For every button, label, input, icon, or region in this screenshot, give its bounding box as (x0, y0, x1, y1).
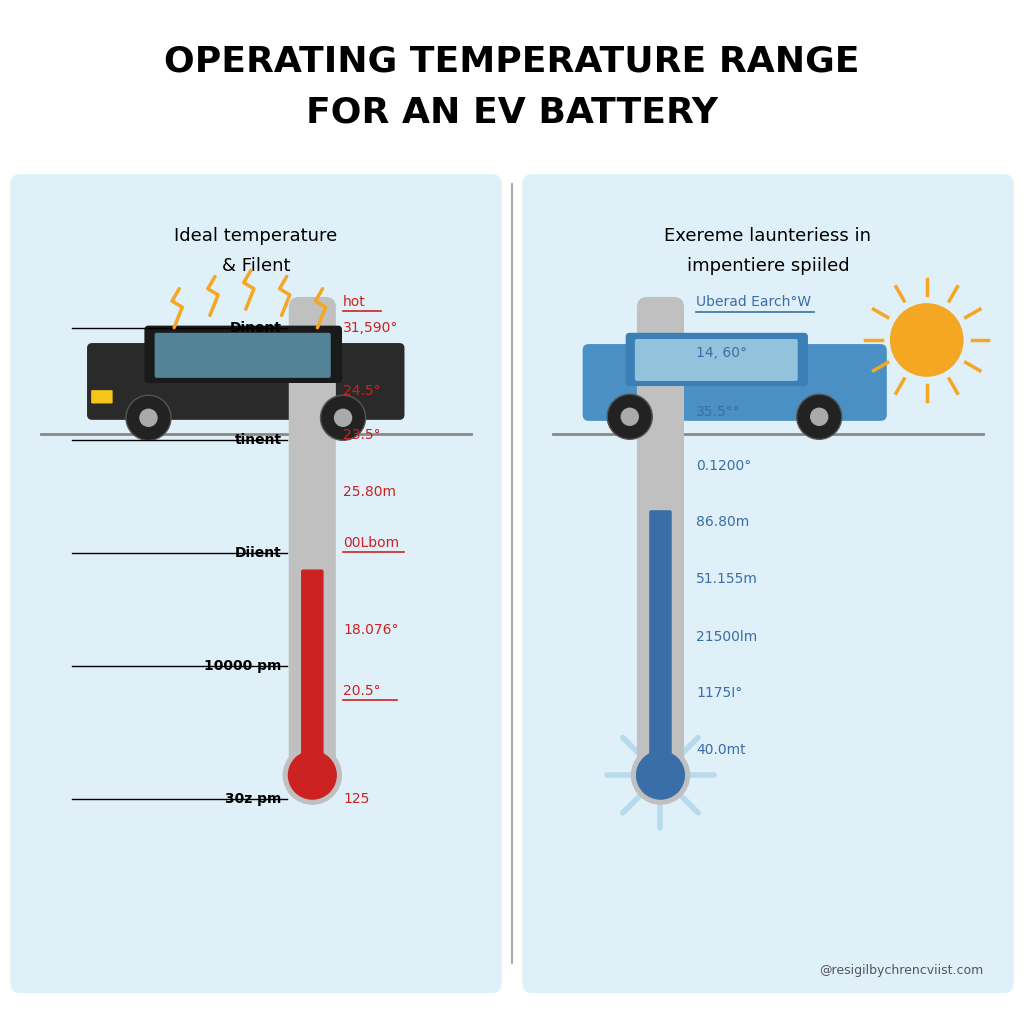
Text: Ideal temperature: Ideal temperature (174, 226, 338, 245)
Circle shape (139, 409, 158, 427)
Text: 10000 pm: 10000 pm (204, 658, 282, 673)
Text: @resigilbychrencviist.com: @resigilbychrencviist.com (819, 965, 983, 977)
Circle shape (321, 395, 366, 440)
Text: 31,590°: 31,590° (343, 321, 398, 335)
FancyBboxPatch shape (637, 297, 684, 773)
Text: Dinent: Dinent (229, 321, 282, 335)
Text: 125: 125 (343, 792, 370, 806)
Circle shape (607, 394, 652, 439)
FancyBboxPatch shape (301, 569, 324, 765)
Circle shape (631, 745, 690, 805)
Text: 35.5°°: 35.5°° (696, 404, 741, 419)
Text: 21500lm: 21500lm (696, 630, 758, 644)
Text: 24.5°: 24.5° (343, 384, 381, 398)
Text: Uberad Earch°W: Uberad Earch°W (696, 295, 811, 309)
Text: & Filent: & Filent (222, 257, 290, 275)
Circle shape (288, 751, 337, 800)
Text: 30z pm: 30z pm (225, 792, 282, 806)
Circle shape (810, 408, 828, 426)
Text: tinent: tinent (234, 433, 282, 447)
Text: OPERATING TEMPERATURE RANGE: OPERATING TEMPERATURE RANGE (164, 44, 860, 79)
FancyBboxPatch shape (289, 297, 336, 773)
FancyBboxPatch shape (635, 339, 798, 381)
Text: 18.076°: 18.076° (343, 623, 398, 637)
Circle shape (890, 303, 964, 377)
Text: 14, 60°: 14, 60° (696, 346, 748, 360)
FancyBboxPatch shape (626, 333, 808, 386)
Circle shape (334, 409, 352, 427)
Text: Diient: Diient (234, 546, 282, 560)
Text: 0.1200°: 0.1200° (696, 459, 752, 473)
FancyBboxPatch shape (522, 174, 1014, 993)
Circle shape (126, 395, 171, 440)
Text: hot: hot (343, 295, 366, 309)
Text: 00Lbom: 00Lbom (343, 536, 399, 550)
Text: impentiere spiiled: impentiere spiiled (687, 257, 849, 275)
Circle shape (621, 408, 639, 426)
FancyBboxPatch shape (155, 333, 331, 378)
FancyBboxPatch shape (87, 343, 404, 420)
Text: 25.80m: 25.80m (343, 484, 396, 499)
FancyBboxPatch shape (144, 326, 342, 383)
FancyBboxPatch shape (649, 510, 672, 765)
Text: Exereme launteriess in: Exereme launteriess in (665, 226, 871, 245)
Circle shape (283, 745, 342, 805)
Text: 23.5°: 23.5° (343, 428, 381, 442)
Text: FOR AN EV BATTERY: FOR AN EV BATTERY (306, 95, 718, 130)
FancyBboxPatch shape (91, 390, 113, 403)
Text: 40.0mt: 40.0mt (696, 742, 745, 757)
FancyBboxPatch shape (10, 174, 502, 993)
Circle shape (636, 751, 685, 800)
Text: 86.80m: 86.80m (696, 515, 750, 529)
FancyBboxPatch shape (583, 344, 887, 421)
Text: 51.155m: 51.155m (696, 571, 758, 586)
Text: 1175I°: 1175I° (696, 686, 742, 700)
Text: 20.5°: 20.5° (343, 684, 381, 698)
Circle shape (797, 394, 842, 439)
